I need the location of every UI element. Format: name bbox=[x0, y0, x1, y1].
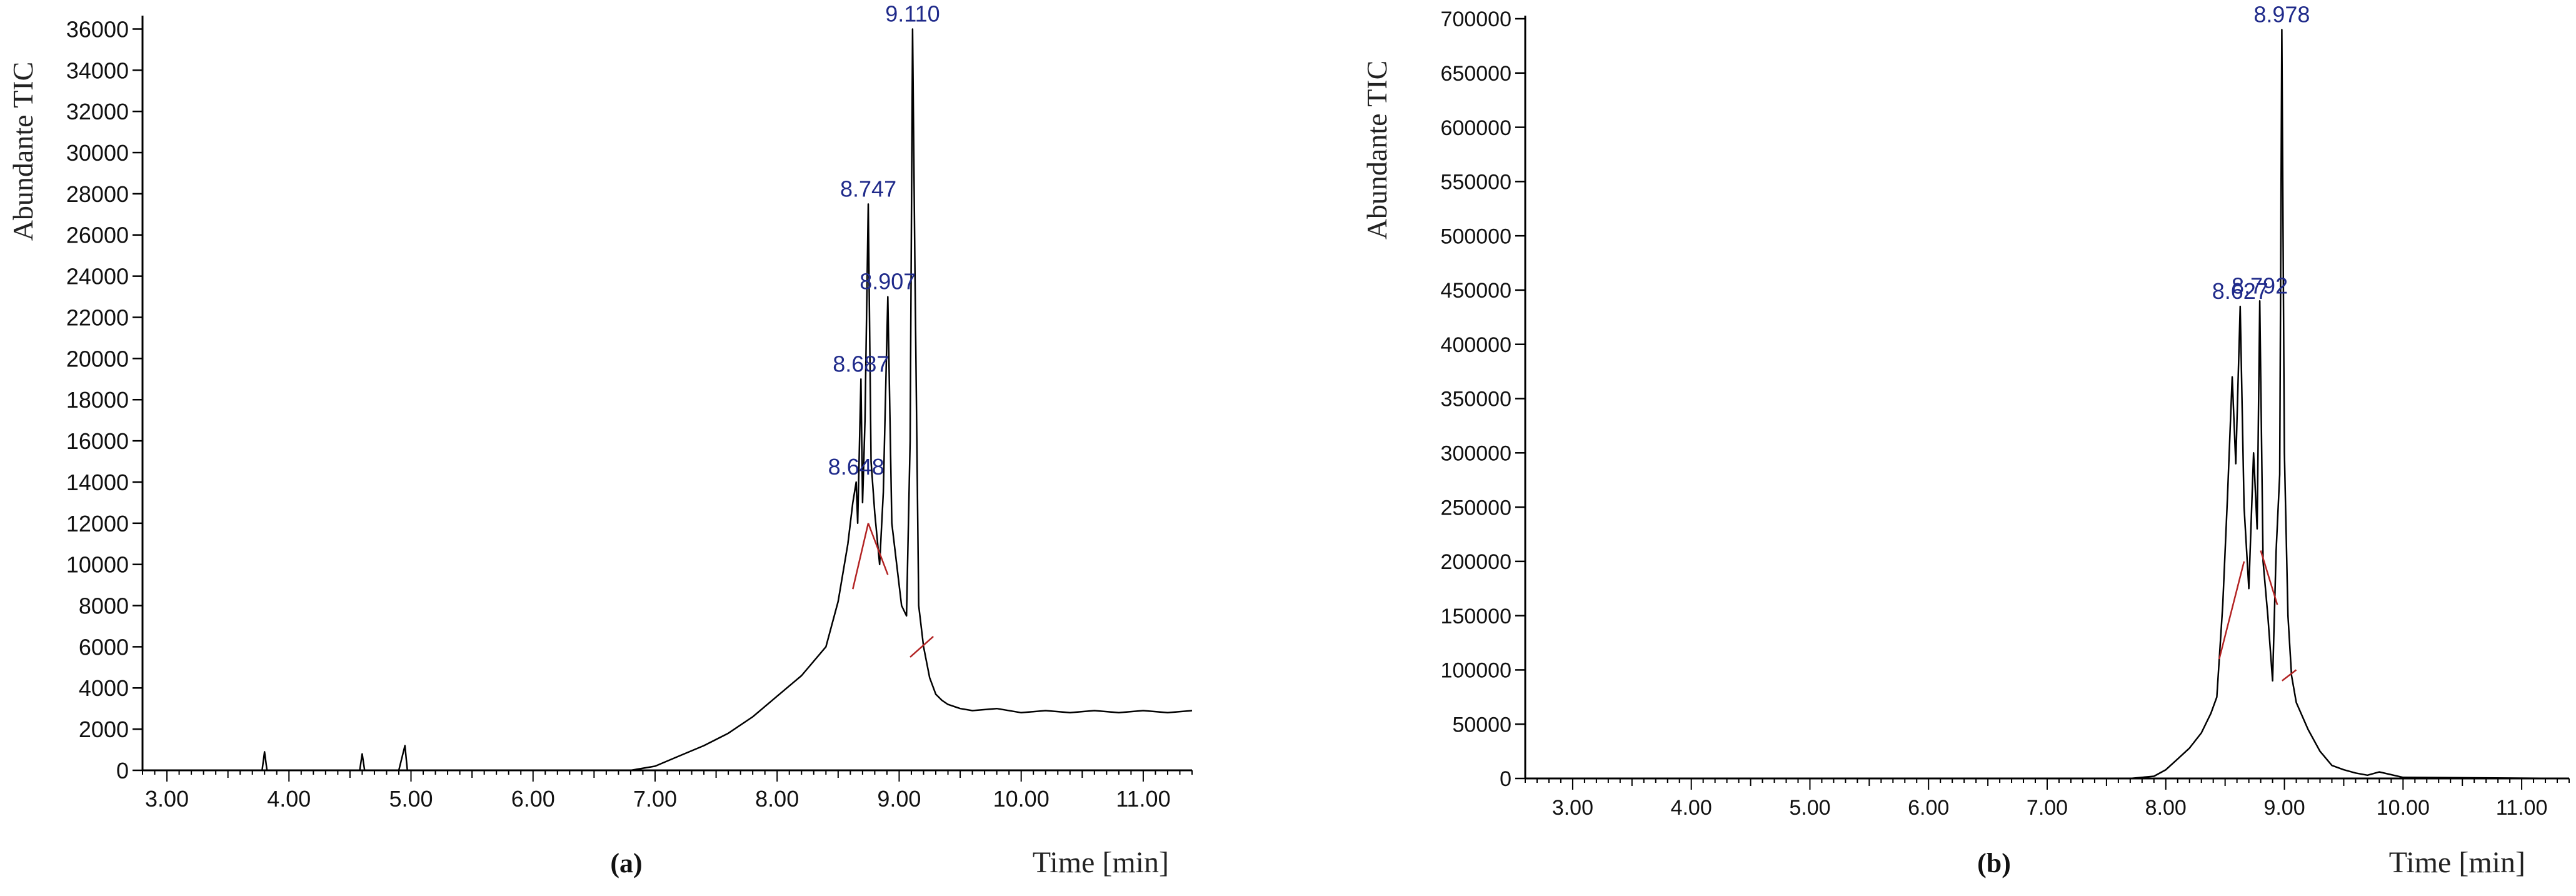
y-tick-label-b: 100000 bbox=[1441, 659, 1511, 683]
x-tick-label-a: 4.00 bbox=[267, 786, 311, 812]
integration-baseline-b bbox=[2282, 669, 2297, 682]
x-tick-label-a: 7.00 bbox=[633, 786, 677, 812]
y-tick-label-a: 22000 bbox=[66, 305, 129, 330]
y-tick-label-a: 36000 bbox=[66, 16, 129, 42]
integration-baseline-b bbox=[2218, 561, 2245, 660]
chart-panel-a: Abundante TIC Time [min] (a) 0 2000 4000 60… bbox=[7, 1, 1193, 879]
integration-baseline-a bbox=[852, 523, 870, 590]
peak-label-a: 8.747 bbox=[840, 176, 896, 201]
x-tick-label-b: 9.00 bbox=[2263, 796, 2305, 820]
y-tick-label-a: 26000 bbox=[66, 223, 129, 248]
y-tick-label-a: 8000 bbox=[79, 593, 129, 619]
peak-label-a: 9.110 bbox=[885, 1, 940, 26]
x-axis-title-a: Time [min] bbox=[1033, 846, 1169, 879]
y-tick-label-b: 0 bbox=[1500, 767, 1511, 791]
y-tick-label-a: 32000 bbox=[66, 99, 129, 124]
y-tick-label-a: 24000 bbox=[66, 264, 129, 289]
tic-trace-b bbox=[1525, 29, 2570, 780]
y-tick-label-a: 16000 bbox=[66, 428, 129, 454]
y-tick-label-b: 200000 bbox=[1441, 550, 1511, 574]
y-tick-label-b: 150000 bbox=[1441, 605, 1511, 628]
y-tick-label-a: 18000 bbox=[66, 387, 129, 413]
y-tick-label-a: 6000 bbox=[79, 634, 129, 660]
x-tick-label-a: 3.00 bbox=[145, 786, 189, 812]
x-tick-label-b: 8.00 bbox=[2145, 796, 2187, 820]
y-tick-label-a: 10000 bbox=[66, 552, 129, 578]
x-tick-label-b: 3.00 bbox=[1552, 796, 1593, 820]
x-tick-label-b: 5.00 bbox=[1789, 796, 1830, 820]
x-tick-label-b: 4.00 bbox=[1671, 796, 1712, 820]
x-axis-title-b: Time [min] bbox=[2389, 846, 2525, 879]
y-tick-label-b: 650000 bbox=[1441, 62, 1511, 86]
peak-label-b: 8.978 bbox=[2253, 1, 2310, 27]
x-tick-label-a: 6.00 bbox=[511, 786, 555, 812]
x-tick-label-b: 10.00 bbox=[2377, 796, 2430, 820]
x-tick-label-a: 8.00 bbox=[755, 786, 799, 812]
panel-label-b: (b) bbox=[1977, 848, 2011, 878]
y-tick-label-a: 34000 bbox=[66, 58, 129, 83]
y-tick-label-b: 350000 bbox=[1441, 388, 1511, 411]
y-tick-label-b: 600000 bbox=[1441, 116, 1511, 140]
y-tick-label-a: 4000 bbox=[79, 675, 129, 701]
y-tick-label-b: 250000 bbox=[1441, 496, 1511, 520]
x-tick-label-b: 6.00 bbox=[1908, 796, 1949, 820]
y-tick-label-a: 2000 bbox=[79, 717, 129, 742]
y-tick-label-a: 0 bbox=[116, 758, 129, 783]
integration-baseline-b bbox=[2260, 550, 2278, 605]
chart-panel-b: Abundante TIC Time [min] (b) 0 50000 10000… bbox=[1361, 1, 2570, 879]
y-tick-label-b: 450000 bbox=[1441, 279, 1511, 303]
y-tick-label-b: 500000 bbox=[1441, 224, 1511, 248]
y-tick-label-b: 700000 bbox=[1441, 8, 1511, 31]
peak-label-a: 8.687 bbox=[833, 351, 889, 376]
peak-label-b: 8.627 bbox=[2212, 278, 2268, 304]
x-tick-label-b: 11.00 bbox=[2496, 796, 2548, 820]
y-axis-title-a: Abundante TIC bbox=[7, 62, 39, 241]
tic-trace-a bbox=[143, 28, 1193, 772]
peak-label-b: 8.792 bbox=[2232, 273, 2288, 298]
y-tick-label-a: 30000 bbox=[66, 140, 129, 166]
x-tick-label-a: 10.00 bbox=[993, 786, 1050, 812]
peak-label-a: 8.907 bbox=[860, 269, 916, 294]
peak-label-a: 8.648 bbox=[828, 454, 885, 480]
y-tick-label-b: 300000 bbox=[1441, 442, 1511, 466]
y-tick-label-a: 12000 bbox=[66, 511, 129, 536]
x-tick-label-a: 9.00 bbox=[877, 786, 921, 812]
y-tick-label-b: 50000 bbox=[1452, 713, 1511, 737]
x-tick-label-a: 5.00 bbox=[389, 786, 433, 812]
integration-baseline-a bbox=[867, 523, 889, 575]
y-tick-label-a: 20000 bbox=[66, 346, 129, 371]
panel-label-a: (a) bbox=[610, 848, 642, 878]
x-tick-label-a: 11.00 bbox=[1116, 786, 1170, 812]
y-tick-label-b: 400000 bbox=[1441, 333, 1511, 357]
x-tick-label-b: 7.00 bbox=[2027, 796, 2068, 820]
y-axis-title-b: Abundante TIC bbox=[1361, 61, 1393, 240]
integration-baseline-a bbox=[910, 635, 934, 658]
y-tick-label-b: 550000 bbox=[1441, 171, 1511, 194]
y-tick-label-a: 14000 bbox=[66, 470, 129, 495]
y-tick-label-a: 28000 bbox=[66, 181, 129, 207]
